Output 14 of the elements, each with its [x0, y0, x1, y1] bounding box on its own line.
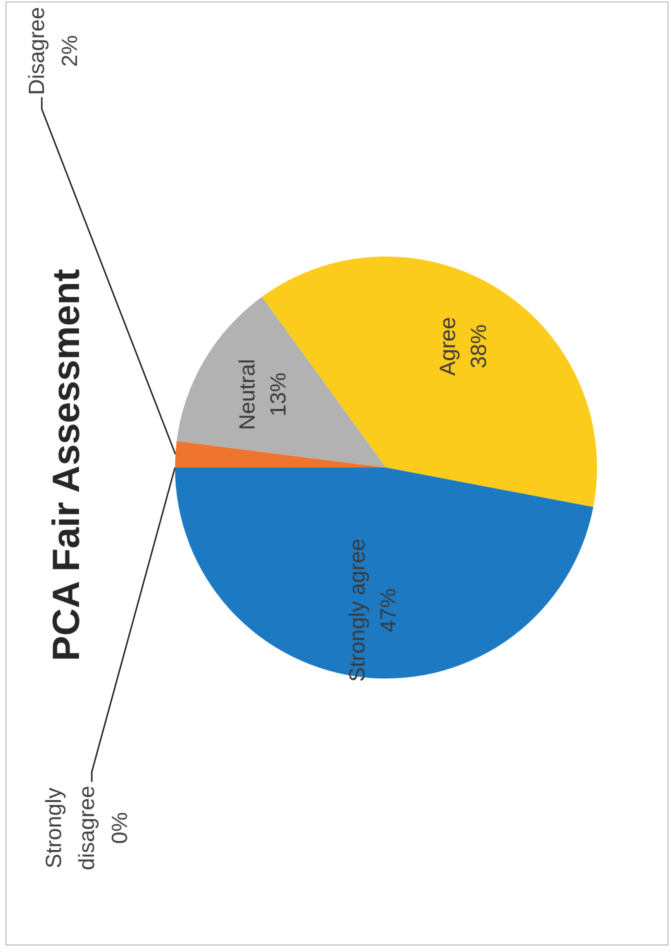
- data-label: 47%: [376, 588, 401, 632]
- data-label: 38%: [466, 324, 492, 368]
- data-label: 2%: [57, 35, 82, 67]
- text: 0%: [107, 812, 132, 844]
- text: PCA Fair Assessment: [46, 268, 88, 662]
- slice-label: Disagree: [24, 6, 49, 96]
- category-label: Strongly disagree: [41, 786, 99, 870]
- pie-slice: [175, 441, 386, 468]
- data-label: 13%: [266, 372, 291, 416]
- pie-slice: [262, 256, 597, 508]
- slice-label: Agree: [435, 316, 460, 376]
- slice-label: Strongly agree: [344, 538, 370, 682]
- pie-slice: [176, 296, 386, 468]
- slice-label: Neutral: [234, 359, 260, 430]
